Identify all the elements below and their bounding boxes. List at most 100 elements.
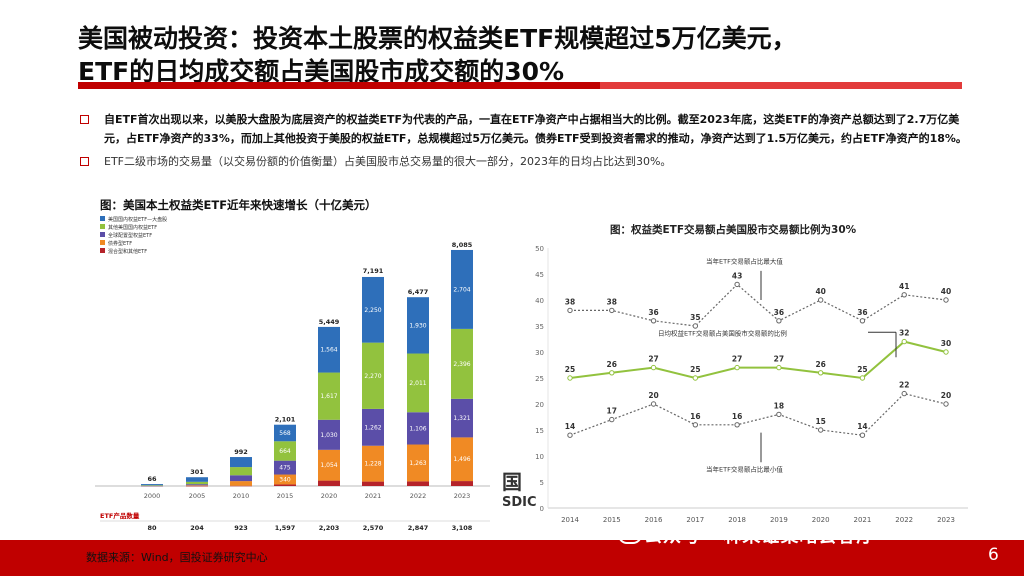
x-tick-label: 2016 (645, 516, 663, 524)
bar-segment (362, 481, 384, 486)
title-underline (78, 82, 958, 89)
data-label: 40 (941, 287, 951, 296)
data-label: 26 (815, 360, 825, 369)
annotation-max: 当年ETF交易额占比最大值 (706, 257, 783, 266)
bar-segment (274, 441, 296, 461)
data-point (943, 349, 949, 355)
company-logo-fragment: 国 (502, 470, 522, 494)
bar-segment (230, 485, 252, 487)
data-point (734, 364, 740, 371)
bar-segment (451, 249, 473, 329)
bar-segment (274, 424, 296, 442)
y-tick-label: 0 (540, 505, 544, 513)
data-point (609, 307, 615, 314)
data-label: 25 (857, 365, 867, 374)
x-tick-label: 2023 (454, 492, 471, 500)
data-label: 16 (690, 412, 700, 421)
bar-segment (362, 445, 384, 482)
legend-label: 混合型和其他ETF (108, 248, 147, 255)
legend-swatch (100, 240, 105, 245)
data-label: 27 (732, 355, 742, 364)
watermark-text: 公众号 · 林荣雄策略会客厅 (644, 526, 876, 547)
bar-segment-label: 1,228 (364, 461, 381, 468)
data-point (943, 297, 949, 303)
bar-segment-label: 2,011 (409, 380, 426, 387)
right-chart-title: 图：权益类ETF交易额占美国股市交易额比例为30% (610, 224, 857, 236)
stacked-bar-chart: 美国国内权益ETF—大盘股其他美国国内权益ETF全球配置型权益ETF债券型ETF… (95, 216, 490, 532)
bar-segment (407, 353, 429, 413)
bar-segment-label: 1,930 (409, 322, 426, 329)
data-point (817, 427, 824, 433)
data-source: 数据来源：Wind，国投证券研究中心 (86, 551, 268, 564)
bar-segment (274, 474, 296, 485)
bar-total-label: 2,101 (275, 416, 296, 424)
bar-segment (362, 342, 384, 409)
x-tick-label: 2005 (189, 492, 206, 500)
bar-segment-label: 1,106 (409, 425, 426, 432)
y-tick-label: 15 (535, 427, 544, 435)
bar-segment-label: 475 (279, 465, 291, 472)
bullet-text: 自ETF首次出现以来，以美股大盘股为底层资产的权益类ETF为代表的产品，一直在E… (104, 113, 967, 145)
legend-swatch (100, 216, 105, 221)
legend-swatch (100, 248, 105, 253)
data-point (776, 318, 782, 324)
bar-segment (186, 477, 208, 482)
legend-label: 全球配置型权益ETF (108, 232, 152, 239)
bar-total-label: 5,449 (319, 318, 340, 326)
data-point (609, 416, 615, 423)
annotation-min: 当年ETF交易额占比最小值 (706, 465, 783, 474)
bar-segment-label: 1,054 (320, 462, 337, 469)
bullet-item: ETF二级市场的交易量（以交易份额的价值衡量）占美国股市总交易量的很大一部分，2… (78, 152, 978, 171)
data-label: 36 (774, 308, 784, 317)
series-line (569, 340, 947, 380)
bar-segment (141, 485, 163, 486)
bar-segment-label: 2,270 (364, 373, 381, 380)
page-number: 6 (988, 545, 999, 565)
legend-label: 美国国内权益ETF—大盘股 (108, 216, 167, 223)
data-label: 22 (899, 381, 909, 390)
bar-segment (318, 419, 340, 450)
etf-count-label: ETF产品数量 (100, 511, 140, 520)
data-label: 40 (815, 287, 825, 296)
title-line-1: 美国被动投资：投资本土股票的权益类ETF规模超过5万亿美元， (78, 24, 797, 53)
data-label: 20 (941, 391, 951, 400)
etf-count-value: 923 (234, 524, 248, 532)
data-label: 26 (607, 360, 617, 369)
bar-segment-label: 1,564 (320, 347, 337, 354)
x-tick-label: 2021 (365, 492, 382, 500)
series-line (570, 283, 947, 327)
data-label: 20 (648, 391, 658, 400)
data-point (692, 375, 699, 381)
slide-title: 美国被动投资：投资本土股票的权益类ETF规模超过5万亿美元， ETF的日均成交额… (78, 22, 978, 88)
data-label: 36 (648, 308, 658, 317)
left-chart-title: 图：美国本土权益类ETF近年来快速增长（十亿美元） (100, 198, 377, 212)
data-label: 15 (815, 417, 825, 426)
x-tick-label: 2022 (895, 516, 913, 524)
data-point (650, 318, 657, 324)
bar-total-label: 66 (147, 475, 157, 483)
x-tick-label: 2010 (233, 492, 250, 500)
data-label: 17 (607, 407, 617, 416)
bar-segment (274, 460, 296, 475)
bar-segment-label: 2,396 (453, 361, 470, 368)
data-point (650, 364, 657, 371)
title-line-2: ETF的日均成交额占美国股市成交额的30% (78, 57, 565, 86)
data-point (817, 297, 824, 303)
bar-segment (318, 326, 340, 373)
data-point (734, 422, 740, 428)
bar-segment (407, 481, 429, 486)
data-label: 35 (690, 313, 700, 322)
x-tick-label: 2014 (561, 516, 579, 524)
legend-swatch (100, 224, 105, 229)
bar-segment (407, 444, 429, 482)
x-tick-label: 2020 (321, 492, 338, 500)
bar-segment-label: 2,250 (364, 307, 381, 314)
y-tick-label: 30 (535, 349, 544, 357)
x-tick-label: 2018 (728, 516, 746, 524)
etf-count-value: 204 (190, 524, 204, 532)
y-tick-label: 45 (535, 271, 544, 279)
bar-segment (362, 276, 384, 343)
data-label: 43 (732, 271, 742, 280)
data-point (650, 401, 657, 407)
